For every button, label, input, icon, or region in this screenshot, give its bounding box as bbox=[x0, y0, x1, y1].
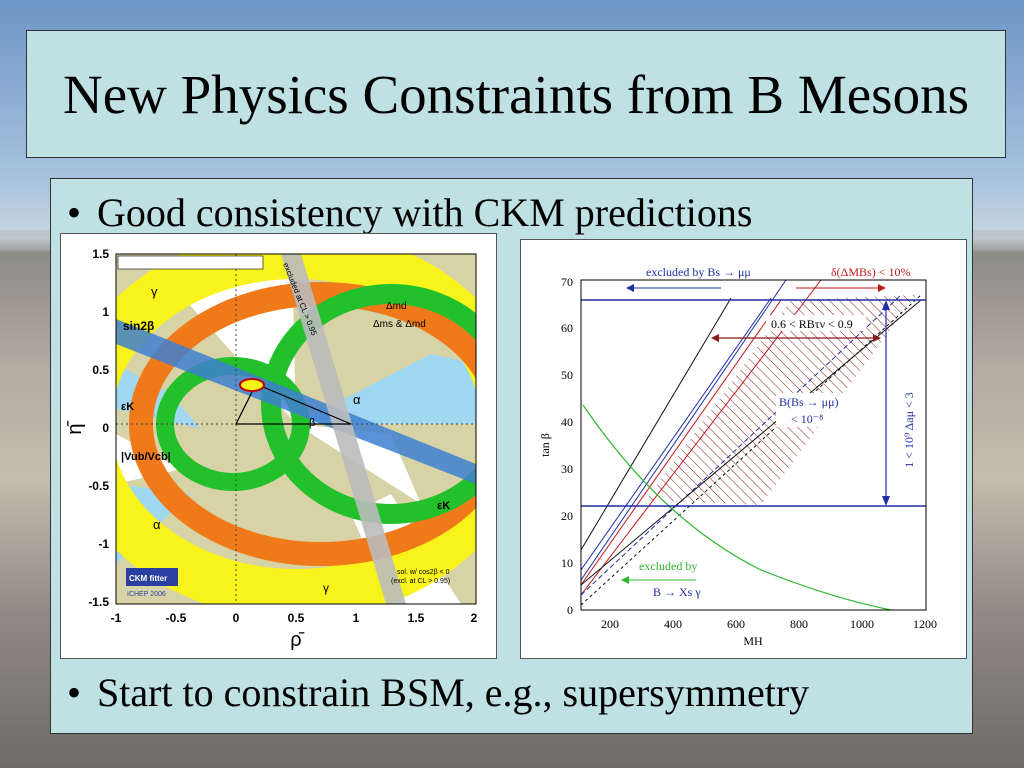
rbtv-arrowhead-right bbox=[873, 334, 881, 342]
bullet-text: Start to constrain BSM, e.g., supersymme… bbox=[97, 670, 810, 715]
gamma-top-label: γ bbox=[151, 284, 158, 299]
rbtv-arrowhead-left bbox=[711, 334, 719, 342]
black-dashed-line bbox=[581, 294, 922, 606]
y-tick: 0 bbox=[102, 421, 109, 435]
y-tick: 70 bbox=[561, 275, 573, 289]
x-tick: 0 bbox=[233, 611, 240, 625]
y-tick: 1.5 bbox=[92, 247, 109, 261]
amu-arrowhead-down bbox=[882, 496, 890, 506]
sol-note-1: sol. w/ cos2β < 0 bbox=[397, 569, 450, 576]
x-tick: -1 bbox=[111, 611, 122, 625]
susy-y-axis-label: tan β bbox=[538, 433, 552, 457]
blue-line-1 bbox=[581, 297, 772, 571]
ckmfitter-logo bbox=[126, 568, 178, 586]
bs-mumu-label: B(Bs → μμ) bbox=[779, 395, 839, 409]
alpha-right-label: α bbox=[353, 392, 361, 407]
y-tick: 10 bbox=[561, 556, 573, 570]
bullet-1: • Good consistency with CKM predictions bbox=[67, 193, 753, 233]
bs-mumu-bg bbox=[776, 393, 856, 427]
excl-by-label: excluded by bbox=[639, 559, 697, 573]
sin2beta-band bbox=[116, 319, 476, 484]
dmd-label: Δmd bbox=[386, 301, 407, 312]
y-tick: -1 bbox=[98, 537, 109, 551]
beta-label: β bbox=[309, 417, 315, 429]
y-tick: 50 bbox=[561, 368, 573, 382]
y-tick: 30 bbox=[561, 462, 573, 476]
ckm-fitter-figure: γ sin2β εK |Vub/Vcb| α α β Δmd Δms & Δmd… bbox=[60, 233, 497, 659]
ckm-y-ticks: 1.5 1 0.5 0 -0.5 -1 -1.5 bbox=[88, 247, 109, 609]
rbtv-bg bbox=[766, 315, 866, 331]
y-tick: 40 bbox=[561, 415, 573, 429]
y-tick: 60 bbox=[561, 321, 573, 335]
x-tick: -0.5 bbox=[166, 611, 187, 625]
susy-x-ticks: 200 400 600 800 1000 1200 bbox=[601, 617, 937, 631]
ckm-x-ticks: -1 -0.5 0 0.5 1 1.5 2 bbox=[111, 611, 478, 625]
y-tick: 20 bbox=[561, 509, 573, 523]
y-tick: 1 bbox=[102, 305, 109, 319]
susy-x-axis-label: MH bbox=[743, 634, 763, 648]
x-tick: 1000 bbox=[850, 617, 874, 631]
sin2beta-label: sin2β bbox=[123, 319, 154, 333]
y-tick: -1.5 bbox=[88, 595, 109, 609]
x-tick: 1.5 bbox=[408, 611, 425, 625]
excl-bs-arrowhead bbox=[626, 284, 634, 292]
b-xsgamma-green-curve bbox=[582, 404, 892, 610]
b-xsgamma-label: B → Xs γ bbox=[653, 585, 701, 599]
x-tick: 200 bbox=[601, 617, 619, 631]
dms-yellow-ring bbox=[116, 254, 476, 604]
y-tick: -0.5 bbox=[88, 479, 109, 493]
black-line-1 bbox=[581, 297, 732, 551]
x-tick: 0.5 bbox=[288, 611, 305, 625]
delta-mbs-label: δ(ΔMBs) < 10% bbox=[831, 265, 910, 279]
title-box: New Physics Constraints from B Mesons bbox=[26, 30, 1006, 158]
susy-y-ticks: 0 10 20 30 40 50 60 70 bbox=[561, 275, 573, 617]
x-tick: 1200 bbox=[913, 617, 937, 631]
logo-text: CKM fitter bbox=[129, 574, 167, 583]
legend-box bbox=[117, 255, 264, 270]
epsilon-k-right-label: εK bbox=[437, 500, 450, 512]
ckm-fitter-plot: γ sin2β εK |Vub/Vcb| α α β Δmd Δms & Δmd… bbox=[64, 247, 478, 651]
rbtv-label: 0.6 < RBτν < 0.9 bbox=[771, 317, 853, 331]
vub-vcb-label: |Vub/Vcb| bbox=[121, 451, 171, 463]
bullet-symbol: • bbox=[67, 670, 82, 715]
dms-dmd-label: Δms & Δmd bbox=[373, 319, 426, 330]
red-line-2 bbox=[581, 280, 822, 596]
alpha-left-label: α bbox=[153, 517, 161, 532]
apex-ellipse bbox=[239, 378, 265, 392]
content-box: • Good consistency with CKM predictions bbox=[50, 178, 973, 734]
ckm-y-axis-label: η̄ bbox=[64, 420, 86, 434]
black-line-2 bbox=[581, 299, 922, 586]
blue-dashed-line bbox=[581, 294, 902, 596]
b-xsgamma-arrowhead bbox=[621, 576, 629, 584]
delta-mbs-arrowhead bbox=[878, 284, 886, 292]
slide-title: New Physics Constraints from B Mesons bbox=[63, 63, 969, 125]
x-tick: 400 bbox=[664, 617, 682, 631]
x-tick: 800 bbox=[790, 617, 808, 631]
red-line-1 bbox=[581, 299, 782, 586]
susy-constraint-plot: excluded by Bs → μμ δ(ΔMBs) < 10% 0.6 < … bbox=[538, 265, 937, 648]
blue-line-2 bbox=[581, 280, 787, 581]
excluded-grey-band bbox=[281, 254, 406, 604]
bullet-symbol: • bbox=[67, 190, 82, 235]
excl-bs-label: excluded by Bs → μμ bbox=[646, 265, 751, 279]
sol-note-2: (excl. at CL > 0.95) bbox=[391, 578, 450, 585]
y-tick: 0 bbox=[567, 603, 573, 617]
bullet-text: Good consistency with CKM predictions bbox=[97, 190, 753, 235]
gamma-bottom-label: γ bbox=[323, 581, 329, 595]
x-tick: 2 bbox=[471, 611, 478, 625]
ckm-plot-frame bbox=[115, 253, 477, 605]
amu-label: 1 < 10⁹ Δaμ < 3 bbox=[902, 392, 916, 468]
susy-plot-frame bbox=[580, 279, 927, 611]
ckm-x-axis-label: ρ̄ bbox=[290, 629, 304, 651]
bs-mumu-limit: < 10⁻⁸ bbox=[791, 412, 823, 426]
epsilon-k-left-label: εK bbox=[121, 401, 134, 413]
amu-arrowhead-up bbox=[882, 300, 890, 310]
bullet-2: • Start to constrain BSM, e.g., supersymm… bbox=[67, 673, 809, 713]
unitarity-triangle bbox=[235, 383, 352, 425]
susy-constraint-figure: excluded by Bs → μμ δ(ΔMBs) < 10% 0.6 < … bbox=[520, 239, 967, 659]
x-tick: 600 bbox=[727, 617, 745, 631]
x-tick: 1 bbox=[353, 611, 360, 625]
conference-label: ICHEP 2006 bbox=[127, 591, 166, 598]
y-tick: 0.5 bbox=[92, 363, 109, 377]
